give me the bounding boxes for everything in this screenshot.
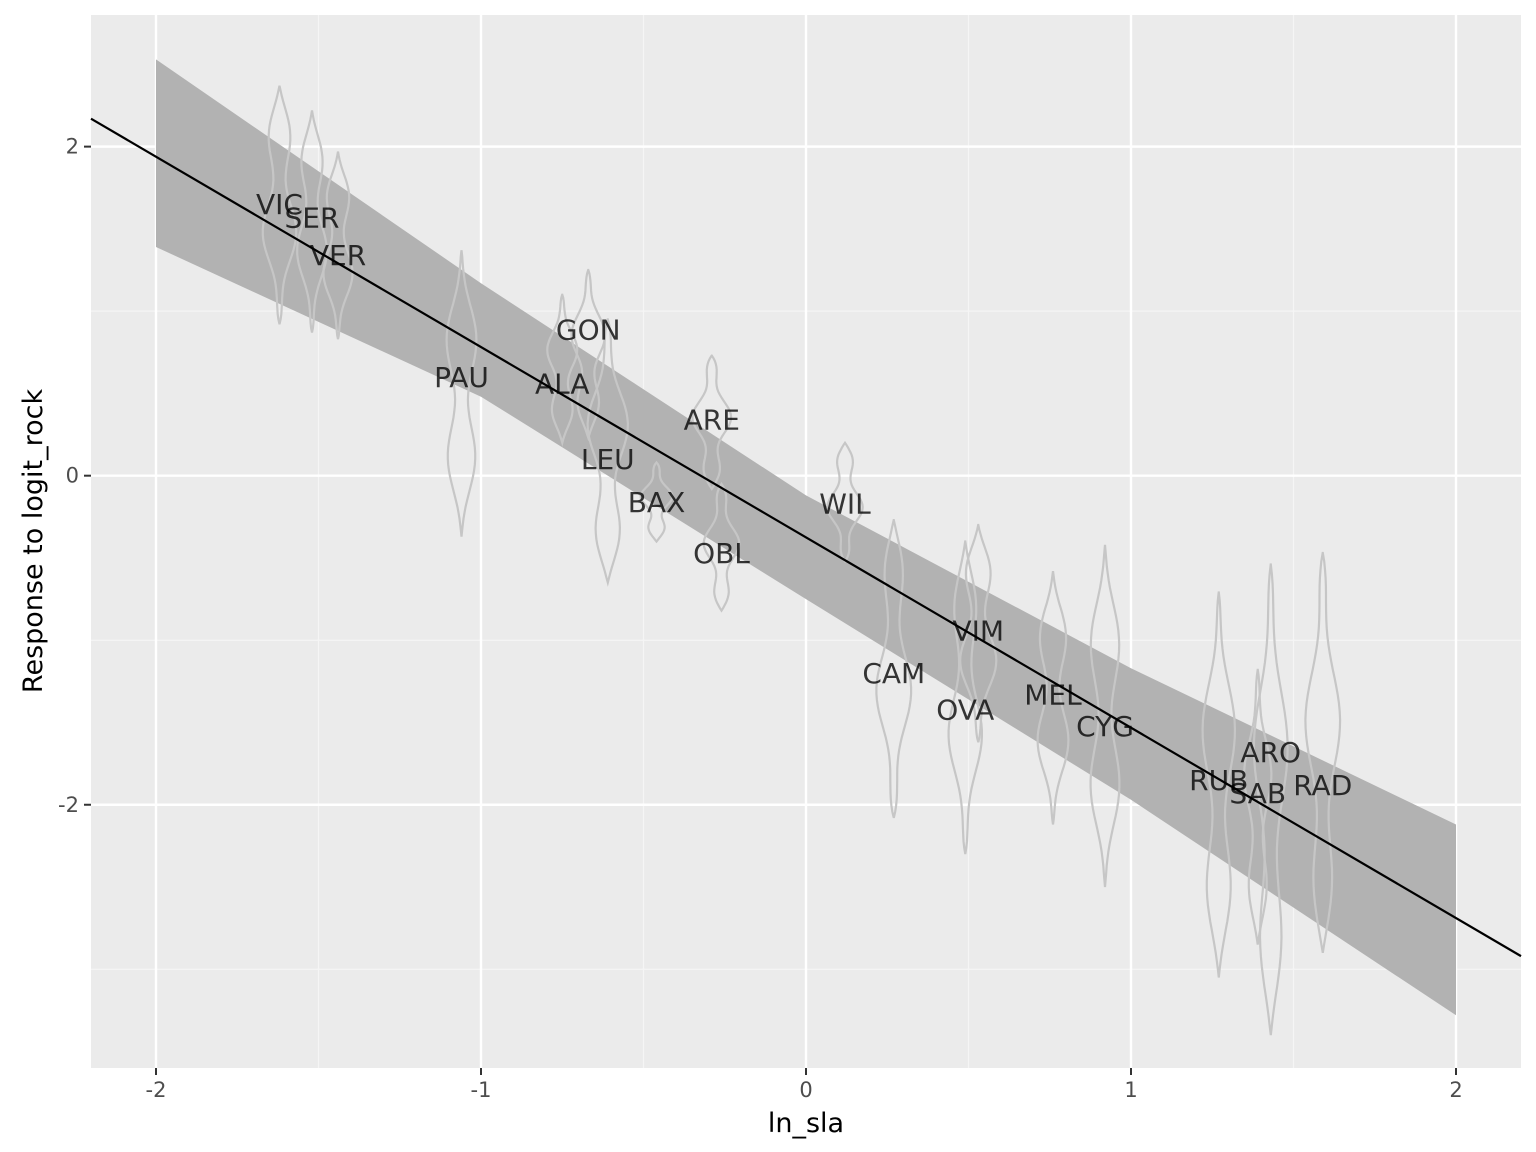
- violin-sab: [1242, 668, 1273, 945]
- x-axis-title: ln_sla: [768, 1108, 844, 1139]
- x-tick-label: -1: [471, 1078, 492, 1102]
- violin-ver: [322, 151, 354, 340]
- label-are: ARE: [684, 404, 740, 437]
- x-tick-label: -2: [146, 1078, 167, 1102]
- violin-rub: [1201, 591, 1237, 978]
- label-cyg: CYG: [1076, 710, 1134, 743]
- violin-vic: [261, 85, 298, 325]
- violin-wil: [826, 440, 864, 564]
- violin-cam: [875, 519, 913, 819]
- label-cam: CAM: [862, 657, 925, 690]
- y-tick-label: 2: [66, 135, 79, 159]
- x-tick-label: 2: [1449, 1078, 1462, 1102]
- violin-mel: [1036, 570, 1070, 825]
- label-ova: OVA: [936, 693, 994, 726]
- y-axis: 2 0 -2: [58, 135, 91, 817]
- violin-are: [691, 354, 733, 491]
- violin-rad: [1304, 551, 1342, 953]
- violin-ova: [947, 540, 983, 855]
- violin-ala: [546, 293, 579, 447]
- violin-aro: [1252, 563, 1289, 1036]
- label-leu: LEU: [581, 443, 635, 476]
- label-obl: OBL: [693, 537, 750, 570]
- label-pau: PAU: [434, 361, 489, 394]
- label-ala: ALA: [535, 368, 590, 401]
- label-vim: VIM: [952, 614, 1004, 647]
- violin-pau: [445, 250, 478, 537]
- label-wil: WIL: [819, 488, 871, 521]
- label-mel: MEL: [1024, 679, 1082, 712]
- label-aro: ARO: [1240, 736, 1301, 769]
- label-sab: SAB: [1229, 777, 1286, 810]
- x-tick-label: 1: [1124, 1078, 1137, 1102]
- violin-bax: [639, 460, 674, 544]
- label-bax: BAX: [628, 486, 686, 519]
- violin-vim: [959, 523, 998, 743]
- violin-gon: [570, 268, 607, 442]
- label-ser: SER: [285, 201, 340, 234]
- label-rad: RAD: [1293, 769, 1352, 802]
- violin-leu: [586, 318, 630, 587]
- y-tick-label: 0: [66, 464, 79, 488]
- violin-obl: [702, 481, 741, 613]
- y-axis-title: Response to logit_rock: [18, 389, 49, 694]
- x-axis: -2 -1 0 1 2: [146, 1068, 1463, 1102]
- label-vic: VIC: [256, 188, 303, 221]
- label-rub: RUB: [1189, 764, 1248, 797]
- violins: [261, 85, 1342, 1036]
- y-tick-label: -2: [58, 793, 79, 817]
- violin-cyg: [1089, 544, 1121, 888]
- fit-line: [90, 117, 1522, 958]
- x-tick-label: 0: [799, 1078, 812, 1102]
- label-ver: VER: [310, 239, 366, 272]
- label-gon: GON: [556, 313, 621, 346]
